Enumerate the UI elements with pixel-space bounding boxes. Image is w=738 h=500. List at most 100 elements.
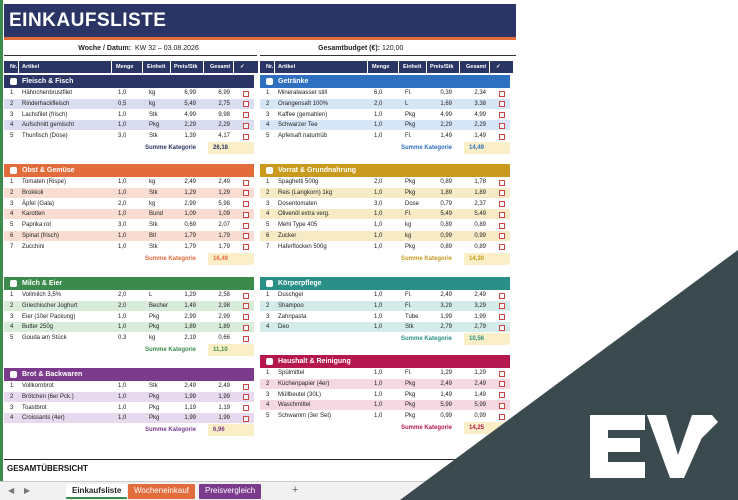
item-quantity[interactable]: 6,0 [374,90,383,96]
item-checkbox[interactable] [499,222,505,229]
item-number[interactable]: 3 [10,313,14,320]
item-unit[interactable]: Pkg [405,402,416,409]
table-row[interactable]: 5 Gouda am Stück 0,3 kg 2,19 0,66 [4,333,254,344]
item-name[interactable]: Tomaten (Rispe) [22,179,67,185]
item-quantity[interactable]: 1,0 [118,122,127,129]
item-name[interactable]: Spülmittel [278,370,305,376]
item-price[interactable]: 1,99 [184,415,196,422]
item-name[interactable]: Äpfel (Gala) [22,200,55,207]
item-price[interactable]: 6,99 [184,90,196,96]
item-quantity[interactable]: 0,5 [118,100,127,107]
table-row[interactable]: 5 Thunfisch (Dose) 3,0 Stk 1,39 4,17 [4,131,254,142]
table-row[interactable]: 2 Rinderhackfleisch 0,5 kg 5,49 2,75 [4,98,254,110]
table-row[interactable]: 3 Müllbeutel (30L) 1,0 Pkg 1,49 1,49 [260,390,510,401]
item-total[interactable]: 2,29 [474,122,486,129]
item-number[interactable]: 2 [10,302,14,309]
item-total[interactable]: 2,49 [474,292,486,298]
item-price[interactable]: 0,79 [440,200,452,207]
item-total[interactable]: 1,09 [218,211,230,218]
item-checkbox[interactable] [499,179,505,186]
item-number[interactable]: 5 [10,133,14,140]
table-row[interactable]: 1 Spülmittel 1,0 Fl. 1,29 1,29 [260,368,510,379]
item-checkbox[interactable] [499,112,505,119]
item-total[interactable]: 2,07 [218,222,230,229]
table-row[interactable]: 1 Duschgel 1,0 Fl. 2,49 2,49 [260,290,510,301]
item-number[interactable]: 2 [10,189,14,196]
item-checkbox[interactable] [243,233,249,240]
item-checkbox[interactable] [243,112,249,119]
item-checkbox[interactable] [499,303,505,310]
item-name[interactable]: Orangensaft 100% [278,100,329,107]
item-price[interactable]: 1,89 [440,189,452,196]
table-row[interactable]: 2 Orangensaft 100% 2,0 L 1,69 3,38 [260,98,510,110]
item-total[interactable]: 1,99 [474,313,486,320]
table-row[interactable]: 5 Schwamm (3er Set) 1,0 Pkg 0,99 0,99 [260,411,510,422]
item-quantity[interactable]: 2,0 [118,200,127,207]
item-price[interactable]: 0,69 [184,222,196,229]
item-total[interactable]: 2,29 [218,122,230,129]
table-row[interactable]: 4 Aufschnitt gemischt 1,0 Pkg 2,29 2,29 [4,120,254,132]
item-number[interactable]: 4 [266,122,270,129]
item-quantity[interactable]: 1,0 [374,133,383,140]
item-unit[interactable]: Stk [149,383,158,389]
item-unit[interactable]: kg [149,200,156,207]
tab-preisvergleich[interactable]: Preisvergleich [199,484,262,499]
item-price[interactable]: 1,09 [184,211,196,218]
item-number[interactable]: 1 [10,292,14,298]
item-price[interactable]: 4,99 [440,111,452,118]
item-checkbox[interactable] [499,392,505,399]
item-quantity[interactable]: 2,0 [118,302,127,309]
item-name[interactable]: Lachsfilet (frisch) [22,111,68,118]
item-quantity[interactable]: 1,0 [118,313,127,320]
table-row[interactable]: 1 Mineralwasser still 6,0 Fl. 0,39 2,34 [260,88,510,99]
table-row[interactable]: 2 Brokkoli 1,0 Stk 1,29 1,29 [4,187,254,199]
item-unit[interactable]: kg [149,335,156,342]
item-quantity[interactable]: 1,0 [374,313,383,320]
item-checkbox[interactable] [243,190,249,197]
item-unit[interactable]: Pkg [405,179,416,185]
item-unit[interactable]: L [149,292,153,298]
item-total[interactable]: 1,49 [474,133,486,140]
item-quantity[interactable]: 1,0 [374,413,383,420]
item-number[interactable]: 6 [10,232,14,239]
item-name[interactable]: Waschmittel [278,402,311,409]
table-row[interactable]: 2 Griechischer Joghurt 2,0 Becher 1,49 2,98 [4,300,254,312]
item-checkbox[interactable] [499,122,505,129]
item-name[interactable]: Shampoo [278,302,304,309]
item-name[interactable]: Eier (10er Packung) [22,313,76,320]
item-number[interactable]: 3 [10,404,14,411]
item-name[interactable]: Spaghetti 500g [278,179,319,185]
item-price[interactable]: 4,99 [184,111,196,118]
item-price[interactable]: 0,39 [440,90,452,96]
item-checkbox[interactable] [243,303,249,310]
item-number[interactable]: 5 [10,335,14,342]
item-price[interactable]: 2,49 [440,292,452,298]
item-checkbox[interactable] [499,381,505,388]
item-checkbox[interactable] [243,335,249,342]
item-unit[interactable]: Pkg [405,413,416,420]
item-quantity[interactable]: 1,0 [374,402,383,409]
item-checkbox[interactable] [499,190,505,197]
item-total[interactable]: 5,49 [474,211,486,218]
item-number[interactable]: 3 [10,111,14,118]
item-total[interactable]: 2,37 [474,200,486,207]
table-row[interactable]: 3 Toastbrot 1,0 Pkg 1,19 1,19 [4,403,254,414]
tab-einkaufsliste[interactable]: Einkaufsliste [66,484,128,499]
item-unit[interactable]: Fl. [405,90,412,96]
item-checkbox[interactable] [243,90,249,97]
item-unit[interactable]: Stk [149,243,158,250]
item-checkbox[interactable] [499,133,505,140]
item-checkbox[interactable] [499,101,505,108]
item-name[interactable]: Brokkoli [22,189,44,196]
item-total[interactable]: 1,29 [218,189,230,196]
item-name[interactable]: Mehl Type 405 [278,222,318,229]
item-total[interactable]: 2,98 [218,302,230,309]
table-row[interactable]: 4 Deo 1,0 Stk 2,79 2,79 [260,322,510,334]
table-row[interactable]: 1 Spaghetti 500g 2,0 Pkg 0,89 1,78 [260,177,510,188]
item-quantity[interactable]: 1,0 [118,393,127,400]
item-price[interactable]: 1,79 [184,243,196,250]
item-unit[interactable]: Pkg [149,122,160,129]
item-number[interactable]: 3 [266,111,270,118]
table-row[interactable]: 3 Lachsfilet (frisch) 1,0 Stk 4,99 9,98 [4,110,254,121]
item-name[interactable]: Zahnpasta [278,313,307,320]
